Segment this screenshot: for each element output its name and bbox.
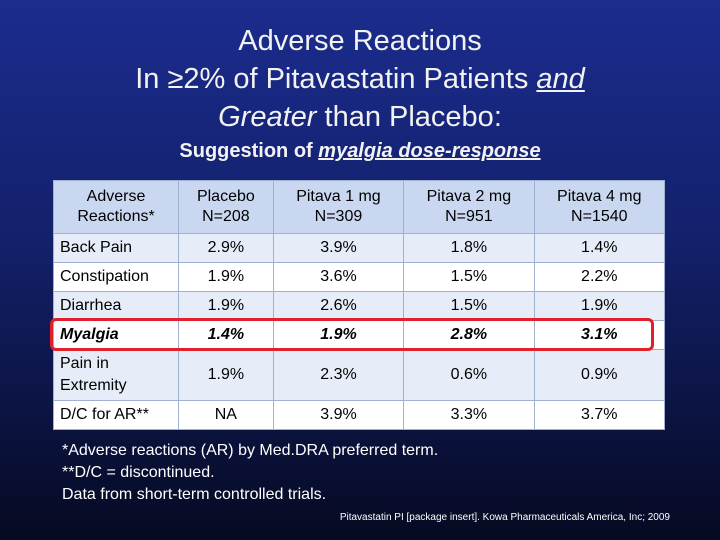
table-cell: 2.3% xyxy=(272,349,405,401)
table-cell: 3.1% xyxy=(533,320,666,350)
row-label: Constipation xyxy=(53,262,179,292)
footnote: **D/C = discontinued. xyxy=(62,464,215,481)
header-label: Adverse Reactions* xyxy=(77,188,155,225)
table-cell: 2.8% xyxy=(403,320,535,350)
title-text: In ≥2% of Pitavastatin Patients xyxy=(135,63,529,95)
table-cell: 1.4% xyxy=(533,233,666,263)
table-cell: 1.4% xyxy=(178,320,274,350)
table-row: Back Pain 2.9% 3.9% 1.8% 1.4% xyxy=(53,233,666,263)
data-table: Adverse Reactions* Placebo N=208 Pitava 1 m… xyxy=(53,180,666,430)
subtitle: Suggestion of myalgia dose-response xyxy=(0,140,720,163)
table-cell: 3.9% xyxy=(272,400,405,430)
header-row: Adverse Reactions* Placebo N=208 Pitava 1 m… xyxy=(53,180,666,234)
title-line: In ≥2% of Pitavastatin Patients and xyxy=(0,60,720,98)
table-cell: 1.9% xyxy=(272,320,405,350)
row-label: Back Pain xyxy=(53,233,179,263)
table-cell: 1.9% xyxy=(178,291,274,321)
table-row: D/C for AR** NA 3.9% 3.3% 3.7% xyxy=(53,400,666,430)
header-label: Pitava 4 mg xyxy=(557,188,642,205)
table-cell: 2.9% xyxy=(178,233,274,263)
table-cell: 1.9% xyxy=(178,262,274,292)
table-cell: 0.9% xyxy=(533,349,666,401)
table-row: Pain in Extremity 1.9% 2.3% 0.6% 0.9% xyxy=(53,349,666,401)
title-emphasis: Greater xyxy=(218,101,317,133)
table-cell: 1.5% xyxy=(403,262,535,292)
header-n: N=1540 xyxy=(571,208,628,225)
header-cell: Pitava 4 mg N=1540 xyxy=(533,180,666,234)
header-cell: Pitava 1 mg N=309 xyxy=(272,180,405,234)
header-n: N=208 xyxy=(202,208,250,225)
table-cell: 3.7% xyxy=(533,400,666,430)
title: Adverse Reactions In ≥2% of Pitavastatin… xyxy=(0,22,720,136)
table-row: Constipation 1.9% 3.6% 1.5% 2.2% xyxy=(53,262,666,292)
header-label: Placebo xyxy=(196,188,255,205)
title-line: Adverse Reactions xyxy=(0,22,720,60)
title-text: than Placebo: xyxy=(324,101,502,133)
header-cell: Adverse Reactions* xyxy=(53,180,179,234)
citation: Pitavastatin PI [package insert]. Kowa P… xyxy=(339,512,670,523)
row-label: D/C for AR** xyxy=(53,400,179,430)
subtitle-text: Suggestion of xyxy=(179,140,313,162)
table-row: Myalgia 1.4% 1.9% 2.8% 3.1% xyxy=(53,320,666,350)
footnote: *Adverse reactions (AR) by Med.DRA prefe… xyxy=(62,442,439,459)
header-cell: Pitava 2 mg N=951 xyxy=(403,180,535,234)
title-text: Adverse Reactions xyxy=(238,25,482,57)
table-cell: 3.6% xyxy=(272,262,405,292)
table-cell: 1.9% xyxy=(533,291,666,321)
title-line: Greater than Placebo: xyxy=(0,98,720,136)
footnotes: *Adverse reactions (AR) by Med.DRA prefe… xyxy=(62,440,438,506)
table-cell: 2.6% xyxy=(272,291,405,321)
table-row: Diarrhea 1.9% 2.6% 1.5% 1.9% xyxy=(53,291,666,321)
row-label: Diarrhea xyxy=(53,291,179,321)
title-emphasis: and xyxy=(536,63,585,95)
table-cell: 0.6% xyxy=(403,349,535,401)
table-cell: 1.9% xyxy=(178,349,274,401)
row-label: Myalgia xyxy=(53,320,179,350)
header-label: Pitava 2 mg xyxy=(426,188,512,205)
header-n: N=951 xyxy=(445,208,493,225)
header-label: Pitava 1 mg xyxy=(296,188,381,205)
table-cell: 2.2% xyxy=(533,262,666,292)
table-cell: 3.9% xyxy=(272,233,405,263)
footnote: Data from short-term controlled trials. xyxy=(62,486,327,503)
table-cell: 1.5% xyxy=(403,291,535,321)
header-n: N=309 xyxy=(314,208,363,225)
table-cell: 3.3% xyxy=(403,400,535,430)
header-cell: Placebo N=208 xyxy=(178,180,274,234)
subtitle-emphasis: myalgia dose-response xyxy=(318,140,541,162)
table-cell: NA xyxy=(178,400,274,430)
row-label: Pain in Extremity xyxy=(53,349,179,401)
table-cell: 1.8% xyxy=(403,233,535,263)
